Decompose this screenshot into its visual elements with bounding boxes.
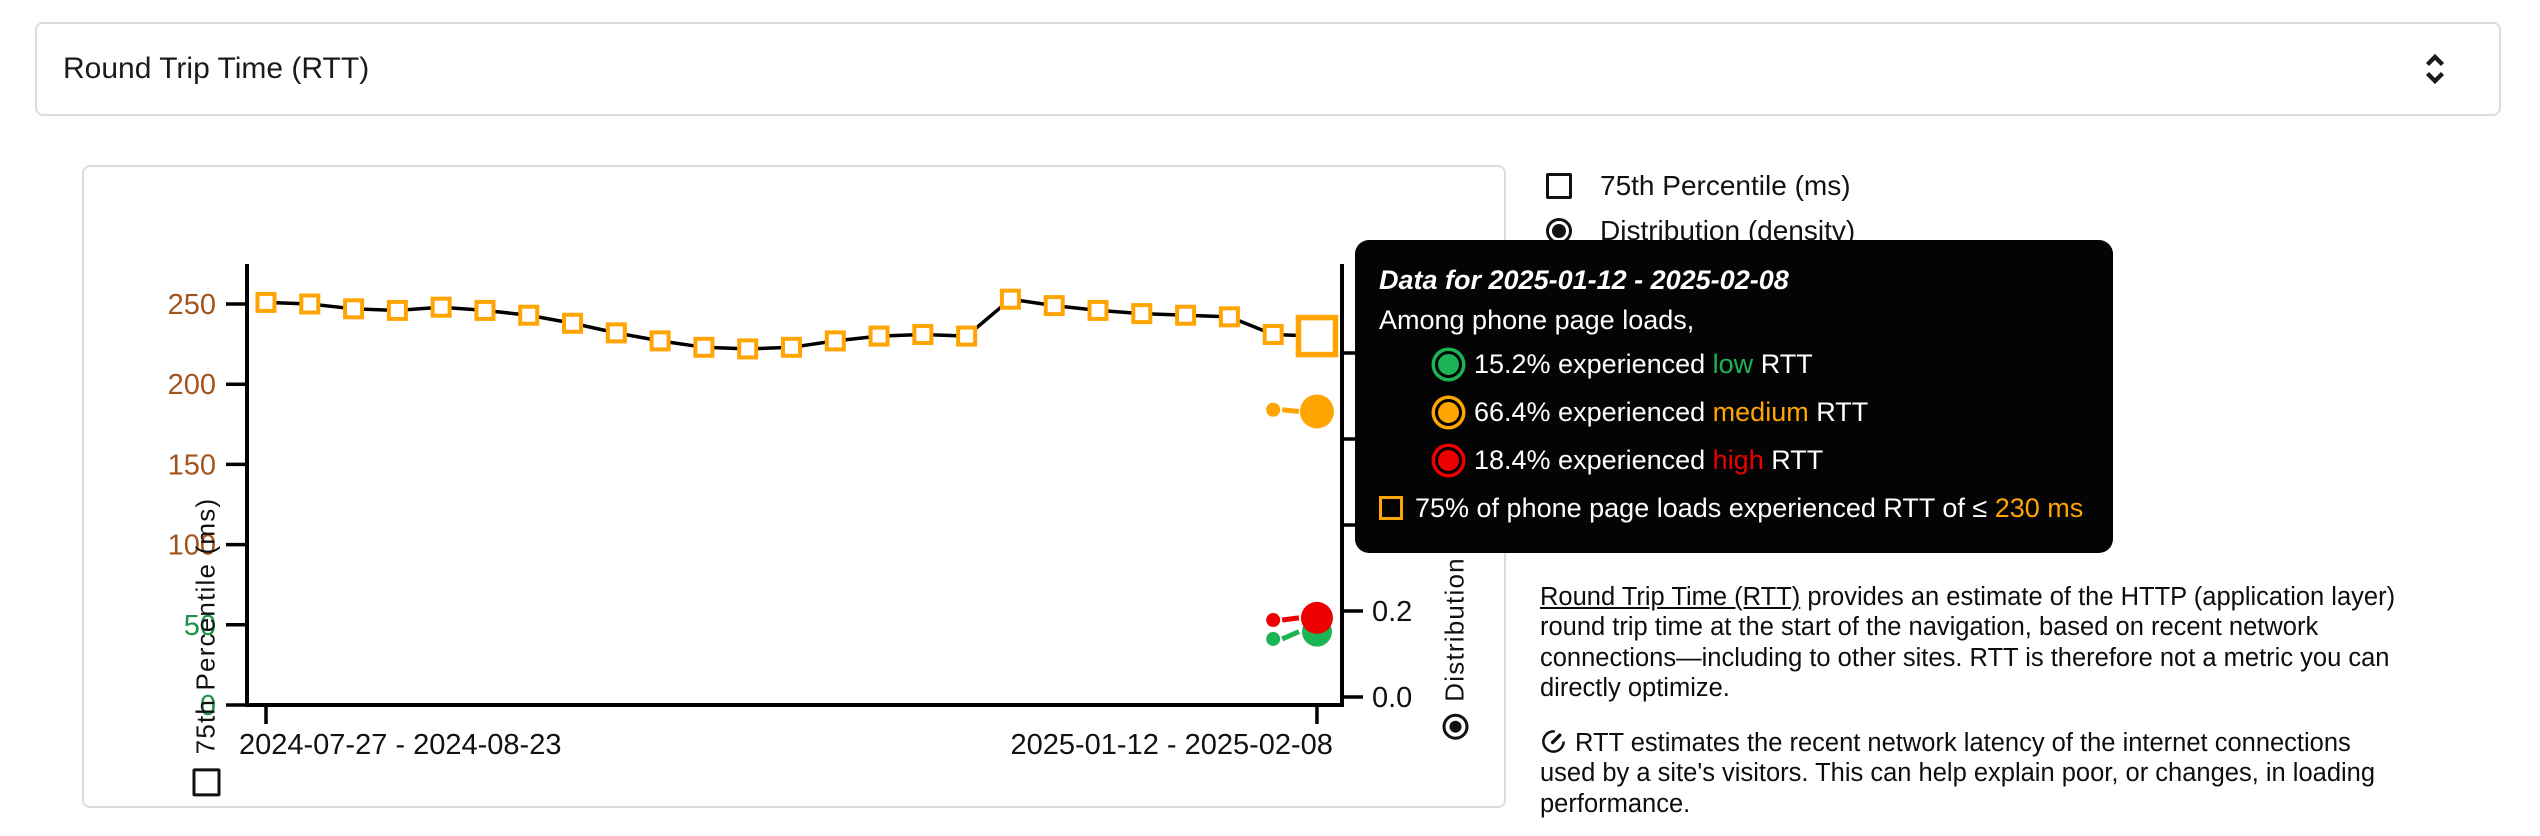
rtt-link[interactable]: Round Trip Time (RTT) [1540, 582, 1801, 611]
tooltip-footer: 75% of phone page loads experienced RTT … [1379, 484, 2089, 532]
svg-text:150: 150 [168, 449, 216, 481]
p75-square-icon [1379, 496, 1403, 520]
legend-item-75th-percentile[interactable]: 75th Percentile (ms) [1546, 170, 1855, 202]
gauge-icon [1542, 729, 1565, 753]
svg-text:0.0: 0.0 [1372, 682, 1412, 714]
tooltip-row-high: 18.4% experienced high RTT [1379, 436, 2089, 484]
svg-text:100: 100 [168, 530, 216, 562]
checkbox-glyph-icon [192, 768, 220, 797]
y-axis-left-text: 75th Percentile (ms) [190, 497, 221, 755]
svg-text:2025-01-12 - 2025-02-08: 2025-01-12 - 2025-02-08 [1010, 729, 1332, 761]
svg-text:200: 200 [168, 369, 216, 401]
low-highlight: low [1712, 348, 1754, 379]
p75-value: 230 ms [1994, 492, 2084, 523]
y-axis-label-left: 75th Percentile (ms) [191, 498, 222, 797]
tooltip-title: Data for 2025-01-12 - 2025-02-08 [1379, 265, 1789, 295]
tooltip-row-medium: 66.4% experienced medium RTT [1379, 388, 2089, 436]
svg-text:0: 0 [200, 690, 216, 722]
unfold-more-icon [2425, 53, 2445, 85]
metric-description: Round Trip Time (RTT) provides an estima… [1540, 582, 2396, 703]
svg-text:250: 250 [168, 289, 216, 321]
checkbox-icon[interactable] [1546, 173, 1572, 199]
svg-text:2024-07-27 - 2024-08-23: 2024-07-27 - 2024-08-23 [239, 729, 561, 761]
medium-rtt-dot-icon [1435, 398, 1462, 426]
chart-card: 0501001502002500.00.20.40.60.82024-07-27… [82, 165, 1506, 808]
tooltip-row-low: 15.2% experienced low RTT [1379, 340, 2089, 388]
high-highlight: high [1712, 444, 1764, 475]
svg-text:0.2: 0.2 [1372, 596, 1412, 628]
chart-legend: 75th Percentile (ms) Distribution (densi… [1546, 170, 1855, 247]
high-rtt-dot-icon [1435, 446, 1462, 474]
metric-select[interactable]: Round Trip Time (RTT) [35, 22, 2501, 116]
metric-select-value: Round Trip Time (RTT) [63, 52, 370, 85]
radio-glyph-icon [1442, 713, 1468, 740]
metric-note: RTT estimates the recent network latency… [1540, 728, 2376, 818]
rtt-chart[interactable]: 0501001502002500.00.20.40.60.82024-07-27… [84, 167, 1508, 810]
medium-highlight: medium [1712, 396, 1809, 427]
tooltip-subtitle: Among phone page loads, [1379, 305, 1695, 335]
legend-label: 75th Percentile (ms) [1600, 170, 1851, 201]
low-rtt-dot-icon [1435, 350, 1462, 378]
chart-tooltip: Data for 2025-01-12 - 2025-02-08 Among p… [1355, 240, 2113, 553]
svg-text:50: 50 [184, 610, 216, 642]
